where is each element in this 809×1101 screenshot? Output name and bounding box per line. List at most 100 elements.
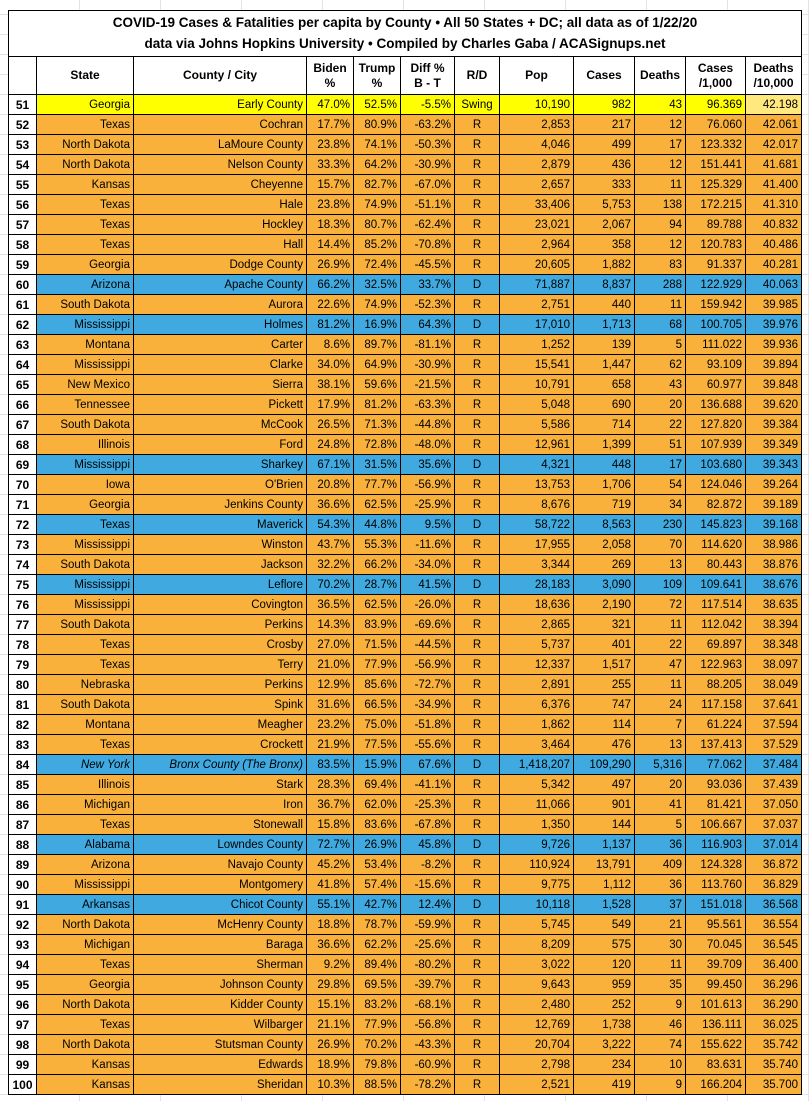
cell-rank[interactable]: 56 <box>8 194 37 215</box>
cell-d10k[interactable]: 36.829 <box>745 874 802 895</box>
cell-c1000[interactable]: 120.783 <box>685 234 746 255</box>
cell-trump[interactable]: 78.7% <box>353 914 401 935</box>
cell-biden[interactable]: 23.8% <box>306 194 354 215</box>
cell-trump[interactable]: 89.4% <box>353 954 401 975</box>
cell-d10k[interactable]: 35.742 <box>745 1034 802 1055</box>
cell-rd[interactable]: R <box>454 414 500 435</box>
cell-rank[interactable]: 64 <box>8 354 37 375</box>
cell-cases[interactable]: 690 <box>573 394 635 415</box>
cell-rd[interactable]: R <box>454 194 500 215</box>
cell-biden[interactable]: 27.0% <box>306 634 354 655</box>
cell-rd[interactable]: R <box>454 974 500 995</box>
cell-c1000[interactable]: 70.045 <box>685 934 746 955</box>
cell-pop[interactable]: 9,726 <box>499 834 574 855</box>
cell-d10k[interactable]: 36.025 <box>745 1014 802 1035</box>
cell-d10k[interactable]: 39.168 <box>745 514 802 535</box>
cell-trump[interactable]: 31.5% <box>353 454 401 475</box>
cell-pop[interactable]: 1,252 <box>499 334 574 355</box>
cell-pop[interactable]: 5,586 <box>499 414 574 435</box>
cell-state[interactable]: North Dakota <box>36 134 134 155</box>
cell-deaths[interactable]: 288 <box>634 274 686 295</box>
cell-deaths[interactable]: 138 <box>634 194 686 215</box>
cell-diff[interactable]: -34.9% <box>400 694 455 715</box>
cell-rank[interactable]: 57 <box>8 214 37 235</box>
cell-d10k[interactable]: 37.529 <box>745 734 802 755</box>
cell-pop[interactable]: 23,021 <box>499 214 574 235</box>
cell-county[interactable]: Stark <box>133 774 307 795</box>
cell-rd[interactable]: R <box>454 354 500 375</box>
cell-deaths[interactable]: 5,316 <box>634 754 686 775</box>
cell-diff[interactable]: -11.6% <box>400 534 455 555</box>
cell-rd[interactable]: R <box>454 714 500 735</box>
cell-deaths[interactable]: 36 <box>634 834 686 855</box>
cell-state[interactable]: Mississippi <box>36 574 134 595</box>
cell-cases[interactable]: 1,399 <box>573 434 635 455</box>
cell-rank[interactable]: 65 <box>8 374 37 395</box>
cell-rd[interactable]: R <box>454 294 500 315</box>
cell-rd[interactable]: R <box>454 654 500 675</box>
cell-biden[interactable]: 26.9% <box>306 1034 354 1055</box>
cell-county[interactable]: Perkins <box>133 674 307 695</box>
cell-cases[interactable]: 1,112 <box>573 874 635 895</box>
cell-biden[interactable]: 36.6% <box>306 934 354 955</box>
cell-county[interactable]: Jackson <box>133 554 307 575</box>
cell-state[interactable]: Montana <box>36 714 134 735</box>
cell-c1000[interactable]: 123.332 <box>685 134 746 155</box>
cell-rank[interactable]: 80 <box>8 674 37 695</box>
cell-biden[interactable]: 31.6% <box>306 694 354 715</box>
cell-trump[interactable]: 44.8% <box>353 514 401 535</box>
cell-biden[interactable]: 21.9% <box>306 734 354 755</box>
cell-c1000[interactable]: 111.022 <box>685 334 746 355</box>
cell-biden[interactable]: 26.5% <box>306 414 354 435</box>
cell-c1000[interactable]: 166.204 <box>685 1074 746 1095</box>
cell-deaths[interactable]: 21 <box>634 914 686 935</box>
cell-rank[interactable]: 99 <box>8 1054 37 1075</box>
cell-cases[interactable]: 1,137 <box>573 834 635 855</box>
cell-diff[interactable]: -43.3% <box>400 1034 455 1055</box>
cell-cases[interactable]: 114 <box>573 714 635 735</box>
cell-cases[interactable]: 1,882 <box>573 254 635 275</box>
cell-biden[interactable]: 18.8% <box>306 914 354 935</box>
cell-pop[interactable]: 2,657 <box>499 174 574 195</box>
cell-trump[interactable]: 16.9% <box>353 314 401 335</box>
cell-rd[interactable]: R <box>454 1034 500 1055</box>
cell-trump[interactable]: 62.0% <box>353 794 401 815</box>
cell-biden[interactable]: 41.8% <box>306 874 354 895</box>
cell-trump[interactable]: 74.9% <box>353 294 401 315</box>
cell-c1000[interactable]: 155.622 <box>685 1034 746 1055</box>
cell-cases[interactable]: 333 <box>573 174 635 195</box>
cell-county[interactable]: Nelson County <box>133 154 307 175</box>
header-trump[interactable]: Trump % <box>353 56 401 95</box>
cell-pop[interactable]: 20,704 <box>499 1034 574 1055</box>
cell-deaths[interactable]: 72 <box>634 594 686 615</box>
cell-pop[interactable]: 4,046 <box>499 134 574 155</box>
cell-biden[interactable]: 36.7% <box>306 794 354 815</box>
cell-rd[interactable]: R <box>454 434 500 455</box>
cell-biden[interactable]: 15.1% <box>306 994 354 1015</box>
cell-biden[interactable]: 47.0% <box>306 94 354 115</box>
cell-deaths[interactable]: 13 <box>634 554 686 575</box>
cell-diff[interactable]: -5.5% <box>400 94 455 115</box>
cell-deaths[interactable]: 24 <box>634 694 686 715</box>
header-deaths[interactable]: Deaths <box>634 56 686 95</box>
cell-d10k[interactable]: 39.894 <box>745 354 802 375</box>
cell-pop[interactable]: 2,480 <box>499 994 574 1015</box>
cell-biden[interactable]: 21.1% <box>306 1014 354 1035</box>
cell-diff[interactable]: -81.1% <box>400 334 455 355</box>
cell-d10k[interactable]: 37.641 <box>745 694 802 715</box>
cell-diff[interactable]: -8.2% <box>400 854 455 875</box>
cell-rank[interactable]: 95 <box>8 974 37 995</box>
cell-c1000[interactable]: 60.977 <box>685 374 746 395</box>
cell-state[interactable]: South Dakota <box>36 294 134 315</box>
cell-c1000[interactable]: 39.709 <box>685 954 746 975</box>
cell-diff[interactable]: -67.0% <box>400 174 455 195</box>
cell-cases[interactable]: 719 <box>573 494 635 515</box>
cell-rd[interactable]: R <box>454 494 500 515</box>
cell-d10k[interactable]: 37.484 <box>745 754 802 775</box>
cell-deaths[interactable]: 5 <box>634 334 686 355</box>
cell-county[interactable]: Hale <box>133 194 307 215</box>
cell-state[interactable]: New York <box>36 754 134 775</box>
cell-trump[interactable]: 83.9% <box>353 614 401 635</box>
cell-trump[interactable]: 66.5% <box>353 694 401 715</box>
cell-biden[interactable]: 36.6% <box>306 494 354 515</box>
